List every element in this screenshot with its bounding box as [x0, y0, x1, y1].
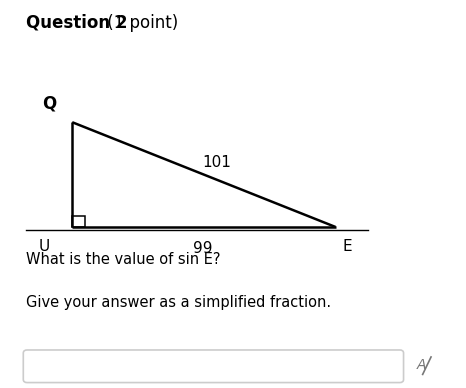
FancyBboxPatch shape [23, 350, 404, 383]
Text: A: A [417, 359, 426, 372]
Text: 101: 101 [202, 156, 231, 170]
Bar [72, 216, 85, 227]
Text: What is the value of sin E?: What is the value of sin E? [26, 252, 220, 267]
Text: Q: Q [42, 95, 56, 113]
Text: Give your answer as a simplified fraction.: Give your answer as a simplified fractio… [26, 295, 331, 310]
Text: E: E [343, 239, 352, 254]
Text: 99: 99 [193, 241, 212, 256]
Text: U: U [39, 239, 50, 254]
Text: (1 point): (1 point) [102, 14, 178, 31]
Text: Question 2: Question 2 [26, 14, 127, 31]
